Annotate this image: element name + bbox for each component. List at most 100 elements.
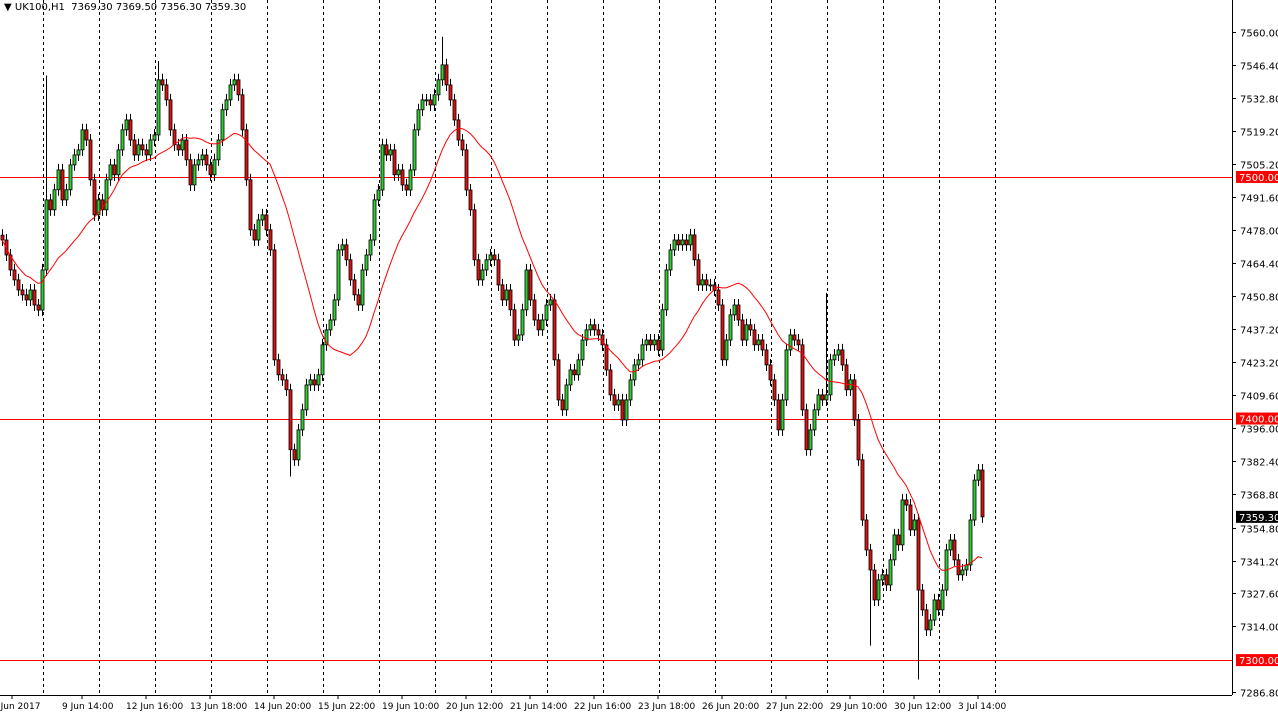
candle xyxy=(236,79,241,96)
candle xyxy=(860,459,865,521)
menu-triangle-icon[interactable]: ▼ xyxy=(4,2,12,13)
candle xyxy=(520,309,525,336)
candle xyxy=(372,199,377,241)
candle xyxy=(672,239,677,251)
candle xyxy=(440,64,445,81)
candle xyxy=(312,379,317,386)
candle xyxy=(652,339,657,346)
level-tag-label: 7400.00 xyxy=(1239,415,1278,426)
candle xyxy=(700,279,705,286)
candle xyxy=(68,164,73,191)
candle xyxy=(288,389,293,451)
candle xyxy=(360,269,365,306)
candle xyxy=(804,409,809,451)
x-tick-label: 12 Jun 16:00 xyxy=(126,702,183,712)
candle xyxy=(552,299,557,361)
candle xyxy=(528,269,533,301)
candle xyxy=(116,149,121,176)
x-tick-label: 3 Jul 14:00 xyxy=(958,702,1007,712)
candle xyxy=(564,384,569,411)
candle xyxy=(16,279,21,291)
candle xyxy=(872,569,877,601)
candle xyxy=(60,169,65,201)
candle xyxy=(392,149,397,176)
y-tick-label: 7505.20 xyxy=(1240,161,1278,172)
candle xyxy=(324,329,329,346)
candle xyxy=(948,539,953,551)
y-tick-label: 7437.20 xyxy=(1240,326,1278,337)
candle xyxy=(356,294,361,306)
x-tick-label: 22 Jun 16:00 xyxy=(574,702,631,712)
y-tick-label: 7478.00 xyxy=(1240,227,1278,238)
candle xyxy=(704,279,709,286)
candle xyxy=(364,254,369,271)
candle xyxy=(688,234,693,246)
candle xyxy=(480,269,485,281)
candle xyxy=(792,334,797,341)
candle xyxy=(384,144,389,156)
candle xyxy=(648,339,653,346)
candle xyxy=(56,169,61,191)
candle xyxy=(108,164,113,181)
candle xyxy=(904,499,909,506)
candle xyxy=(732,304,737,316)
candle xyxy=(756,339,761,346)
candle xyxy=(936,599,941,611)
candle xyxy=(776,399,781,431)
candle xyxy=(420,99,425,111)
candle xyxy=(404,184,409,191)
candle xyxy=(764,349,769,366)
candle xyxy=(72,154,77,166)
candle xyxy=(800,344,805,411)
y-tick-label: 7314.00 xyxy=(1240,623,1278,634)
candle xyxy=(484,259,489,271)
candle xyxy=(664,269,669,311)
candle xyxy=(632,364,637,381)
candle xyxy=(956,559,961,576)
candle xyxy=(248,179,253,231)
candle xyxy=(696,259,701,286)
candle xyxy=(472,209,477,261)
candle xyxy=(508,289,513,311)
candle xyxy=(684,239,689,246)
x-tick-label: 29 Jun 10:00 xyxy=(830,702,887,712)
candle xyxy=(680,239,685,246)
moving-average-line xyxy=(1,127,983,571)
candle xyxy=(428,99,433,106)
y-tick-label: 7409.60 xyxy=(1240,392,1278,403)
candle xyxy=(316,374,321,386)
candle xyxy=(88,139,93,181)
y-tick-label: 7341.20 xyxy=(1240,558,1278,569)
candle xyxy=(736,304,741,321)
candle xyxy=(212,159,217,176)
candle xyxy=(224,99,229,111)
y-tick-label: 7368.80 xyxy=(1240,491,1278,502)
candle xyxy=(328,319,333,331)
candle xyxy=(240,94,245,131)
candle xyxy=(336,249,341,301)
candle xyxy=(540,319,545,331)
x-tick-label: 14 Jun 20:00 xyxy=(254,702,311,712)
candle xyxy=(492,254,497,261)
candle xyxy=(852,379,857,421)
x-tick-label: 26 Jun 20:00 xyxy=(702,702,759,712)
candle xyxy=(892,534,897,561)
y-tick-label: 7546.40 xyxy=(1240,62,1278,73)
candle xyxy=(544,304,549,321)
candle xyxy=(896,534,901,546)
x-tick-label: 15 Jun 22:00 xyxy=(318,702,375,712)
candle xyxy=(868,549,873,571)
y-tick-label: 7327.60 xyxy=(1240,590,1278,601)
candle xyxy=(156,79,161,136)
candle xyxy=(828,359,833,396)
candle xyxy=(808,429,813,451)
candle xyxy=(232,79,237,86)
candle xyxy=(960,569,965,576)
candle xyxy=(624,399,629,421)
candle xyxy=(744,324,749,341)
candle xyxy=(748,324,753,331)
candle xyxy=(716,289,721,306)
y-tick-label: 7491.60 xyxy=(1240,194,1278,205)
candle xyxy=(92,179,97,216)
